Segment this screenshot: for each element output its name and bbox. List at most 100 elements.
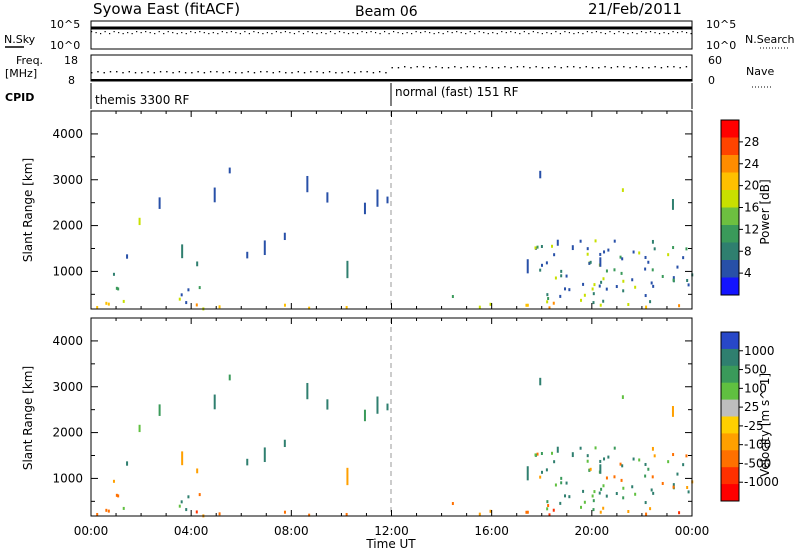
nsearch-dot <box>631 32 634 34</box>
nsearch-dot <box>681 31 683 33</box>
nsearch-dot <box>424 31 426 33</box>
colorbar-cell <box>721 260 739 278</box>
nsearch-dot <box>532 31 534 33</box>
nave-dot <box>385 72 387 74</box>
nsearch-dot <box>685 32 688 34</box>
data-cell <box>283 232 286 241</box>
data-cell <box>627 303 630 307</box>
nave-dot <box>629 67 631 69</box>
data-cell <box>451 502 454 506</box>
nave-dot <box>310 71 312 73</box>
nave-dot <box>435 66 437 68</box>
data-cell <box>478 512 481 516</box>
nave-dot <box>91 72 93 74</box>
data-cell <box>564 287 567 291</box>
data-cell <box>545 468 548 472</box>
nsearch-dot <box>568 32 570 34</box>
data-cell <box>551 244 554 248</box>
data-cell <box>647 260 650 264</box>
data-cell <box>195 510 198 514</box>
nsearch-dot <box>537 32 539 34</box>
nave-dot <box>679 67 681 69</box>
nave-label: Nave <box>746 65 774 78</box>
data-cell <box>592 508 595 512</box>
data-cell <box>107 302 110 306</box>
data-cell <box>622 486 625 490</box>
nave-dot <box>447 67 450 69</box>
nave-dot <box>347 71 350 73</box>
data-cell <box>621 257 624 261</box>
nave-dot <box>598 67 600 69</box>
data-cell <box>594 446 597 450</box>
nsearch-dot <box>122 33 124 35</box>
nave-dot <box>566 66 569 68</box>
colorbar-tick-label: 20 <box>744 179 759 193</box>
data-cell <box>306 175 309 193</box>
data-cell <box>580 505 583 509</box>
nave-dot <box>635 66 638 68</box>
nsearch-dot <box>203 32 205 34</box>
data-cell <box>326 192 329 203</box>
data-cell <box>661 481 664 485</box>
data-cell <box>536 245 539 249</box>
nave-dot <box>322 72 325 74</box>
data-cell <box>613 239 616 243</box>
data-cell <box>540 470 543 474</box>
nave-dot <box>222 72 224 74</box>
nsearch-dot <box>510 31 512 33</box>
data-cell <box>386 403 389 411</box>
nsearch-dot <box>496 33 498 35</box>
data-cell <box>195 303 198 307</box>
colorbar-tick-label: -25 <box>744 419 764 433</box>
nsearch-dot <box>244 31 246 33</box>
nsearch-dot <box>613 33 616 35</box>
data-cell <box>112 272 115 276</box>
data-cell <box>534 453 537 457</box>
data-cell <box>676 472 679 476</box>
data-cell <box>556 239 559 246</box>
colorbar-tick-label: -500 <box>744 456 771 470</box>
nave-dot <box>410 67 412 69</box>
data-cell <box>622 289 625 293</box>
freq-unit-label: [MHz] <box>5 67 37 80</box>
data-cell <box>600 280 603 284</box>
data-cell <box>631 278 634 282</box>
y-tick-label: 1000 <box>52 264 83 278</box>
data-cell <box>682 463 685 467</box>
data-cell <box>126 254 129 259</box>
data-cell <box>586 454 589 458</box>
data-cell <box>644 294 647 298</box>
data-cell <box>363 409 366 422</box>
nave-dot <box>234 72 237 74</box>
nsearch-dot <box>523 31 525 33</box>
data-cell <box>586 459 589 463</box>
nsearch-dot <box>113 31 115 33</box>
nave-dot <box>623 66 625 68</box>
nave-dot <box>616 66 619 68</box>
data-cell <box>105 301 108 305</box>
data-cell <box>592 499 595 503</box>
colorbar-tick-label: 28 <box>744 135 759 149</box>
data-cell <box>678 511 681 515</box>
data-cell <box>546 507 549 511</box>
nsearch-dot <box>573 33 575 35</box>
nsearch-dot <box>302 33 305 35</box>
data-cell <box>554 276 557 280</box>
nsearch-dot <box>397 32 399 34</box>
data-cell <box>644 474 647 478</box>
data-cell <box>568 495 571 499</box>
nsearch-dot <box>456 31 458 33</box>
data-cell <box>478 305 481 309</box>
data-cell <box>526 259 529 274</box>
power-data <box>96 167 694 311</box>
data-cell <box>345 512 348 516</box>
data-cell <box>553 460 556 464</box>
data-cell <box>345 305 348 309</box>
data-cell <box>644 267 647 271</box>
nave-dot <box>485 66 487 68</box>
nave-dot <box>441 67 443 69</box>
nave-tick-top: 60 <box>708 54 722 67</box>
velocity-panel: 1000 2000 3000 4000 Slant Range [km] <box>21 317 694 518</box>
data-cell <box>326 399 329 410</box>
